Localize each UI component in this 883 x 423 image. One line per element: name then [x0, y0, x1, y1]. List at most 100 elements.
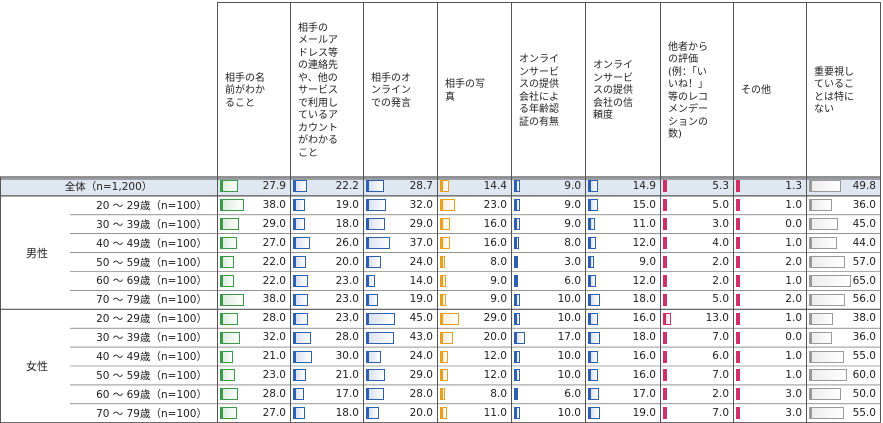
- data-value: 3.0: [564, 255, 581, 268]
- data-value: 21.0: [335, 369, 359, 381]
- data-value: 12.0: [632, 236, 656, 249]
- data-bar: [663, 218, 667, 231]
- data-bar: [366, 312, 395, 325]
- data-bar: [809, 331, 833, 344]
- data-value: 10.0: [557, 312, 581, 325]
- data-value: 50.0: [852, 387, 876, 400]
- data-value: 23.0: [335, 293, 359, 306]
- data-bar: [514, 199, 520, 212]
- data-value: 5.3: [712, 180, 729, 192]
- data-bar: [588, 237, 596, 250]
- data-bar: [663, 180, 667, 193]
- data-value: 37.0: [409, 236, 433, 249]
- data-bar: [588, 350, 599, 363]
- data-bar: [736, 331, 740, 344]
- data-value: 57.0: [852, 255, 876, 268]
- data-value: 23.0: [335, 274, 359, 287]
- data-value: 23.0: [483, 198, 507, 211]
- data-bar: [440, 199, 455, 212]
- data-value: 3.0: [785, 406, 802, 419]
- row-label: 50 ～ 59歳（n=100）: [96, 369, 207, 382]
- data-bar: [220, 388, 238, 401]
- row-label: 20 ～ 29歳（n=100）: [96, 199, 207, 212]
- data-value: 29.0: [409, 217, 433, 230]
- data-bar: [809, 180, 841, 193]
- data-value: 18.0: [632, 331, 656, 344]
- data-value: 12.0: [632, 274, 656, 287]
- row-label: 60 ～ 69歳（n=100）: [96, 275, 207, 288]
- row-label: 40 ～ 49歳（n=100）: [96, 237, 207, 250]
- data-bar: [809, 218, 838, 231]
- data-bar: [293, 237, 310, 250]
- data-bar: [366, 256, 382, 269]
- data-bar: [809, 407, 845, 420]
- data-bar: [663, 350, 667, 363]
- data-bar: [588, 180, 598, 193]
- column-header: その他: [741, 85, 771, 97]
- data-value: 8.0: [564, 236, 581, 249]
- data-bar: [220, 180, 238, 193]
- data-bar: [809, 274, 851, 287]
- data-value: 17.0: [632, 387, 656, 400]
- data-value: 27.0: [262, 406, 286, 419]
- data-bar: [588, 407, 601, 420]
- data-value: 29.0: [262, 217, 286, 230]
- data-bar: [220, 199, 245, 212]
- data-value: 9.0: [564, 180, 581, 192]
- data-value: 9.0: [490, 293, 507, 306]
- data-bar: [366, 274, 375, 287]
- data-value: 9.0: [564, 198, 581, 211]
- data-bar: [220, 369, 235, 382]
- column-header: 他者から の評価 (例：「い いね！」 等のレコ メンデー ションの 数): [668, 41, 708, 141]
- data-bar: [809, 388, 841, 401]
- data-value: 19.0: [632, 406, 656, 419]
- data-value: 23.0: [262, 369, 286, 381]
- data-bar: [366, 350, 382, 363]
- data-bar: [588, 293, 600, 306]
- data-bar: [293, 180, 308, 193]
- data-value: 14.4: [483, 180, 507, 192]
- data-value: 20.0: [483, 331, 507, 344]
- data-value: 45.0: [852, 217, 876, 230]
- data-bar: [588, 369, 599, 382]
- data-value: 24.0: [409, 350, 433, 363]
- data-value: 1.0: [785, 274, 802, 287]
- data-bar: [293, 199, 306, 212]
- data-value: 22.2: [335, 180, 359, 192]
- data-value: 16.0: [632, 312, 656, 325]
- data-value: 6.0: [564, 387, 581, 400]
- data-value: 18.0: [335, 217, 359, 230]
- data-value: 3.0: [785, 387, 802, 400]
- data-bar: [440, 180, 450, 193]
- data-bar: [736, 199, 740, 212]
- data-value: 29.0: [409, 369, 433, 381]
- data-bar: [514, 256, 518, 269]
- data-bar: [220, 293, 245, 306]
- data-bar: [588, 274, 596, 287]
- column-header: 相手の メールア ドレス等 の連絡先 や、他の サービス で利用し ているア カ…: [298, 22, 338, 159]
- data-value: 7.0: [712, 406, 729, 419]
- data-value: 49.8: [852, 180, 876, 192]
- data-bar: [440, 388, 446, 401]
- data-bar: [736, 218, 740, 231]
- data-bar: [366, 218, 385, 231]
- data-bar: [366, 407, 379, 420]
- data-value: 21.0: [262, 350, 286, 363]
- data-bar: [736, 350, 740, 363]
- data-value: 28.0: [262, 387, 286, 400]
- row-label: 40 ～ 49歳（n=100）: [96, 351, 207, 364]
- data-bar: [663, 237, 667, 250]
- data-value: 1.0: [785, 198, 802, 211]
- data-value: 26.0: [335, 236, 359, 249]
- data-bar: [588, 312, 599, 325]
- data-bar: [440, 237, 451, 250]
- data-bar: [293, 218, 305, 231]
- data-bar: [220, 331, 241, 344]
- column-header: 相手の名 前がわか ること: [225, 72, 265, 109]
- data-bar: [514, 180, 520, 193]
- data-bar: [366, 180, 385, 193]
- data-value: 2.0: [785, 293, 802, 306]
- data-bar: [514, 331, 525, 344]
- data-bar: [736, 293, 740, 306]
- data-value: 9.0: [564, 217, 581, 230]
